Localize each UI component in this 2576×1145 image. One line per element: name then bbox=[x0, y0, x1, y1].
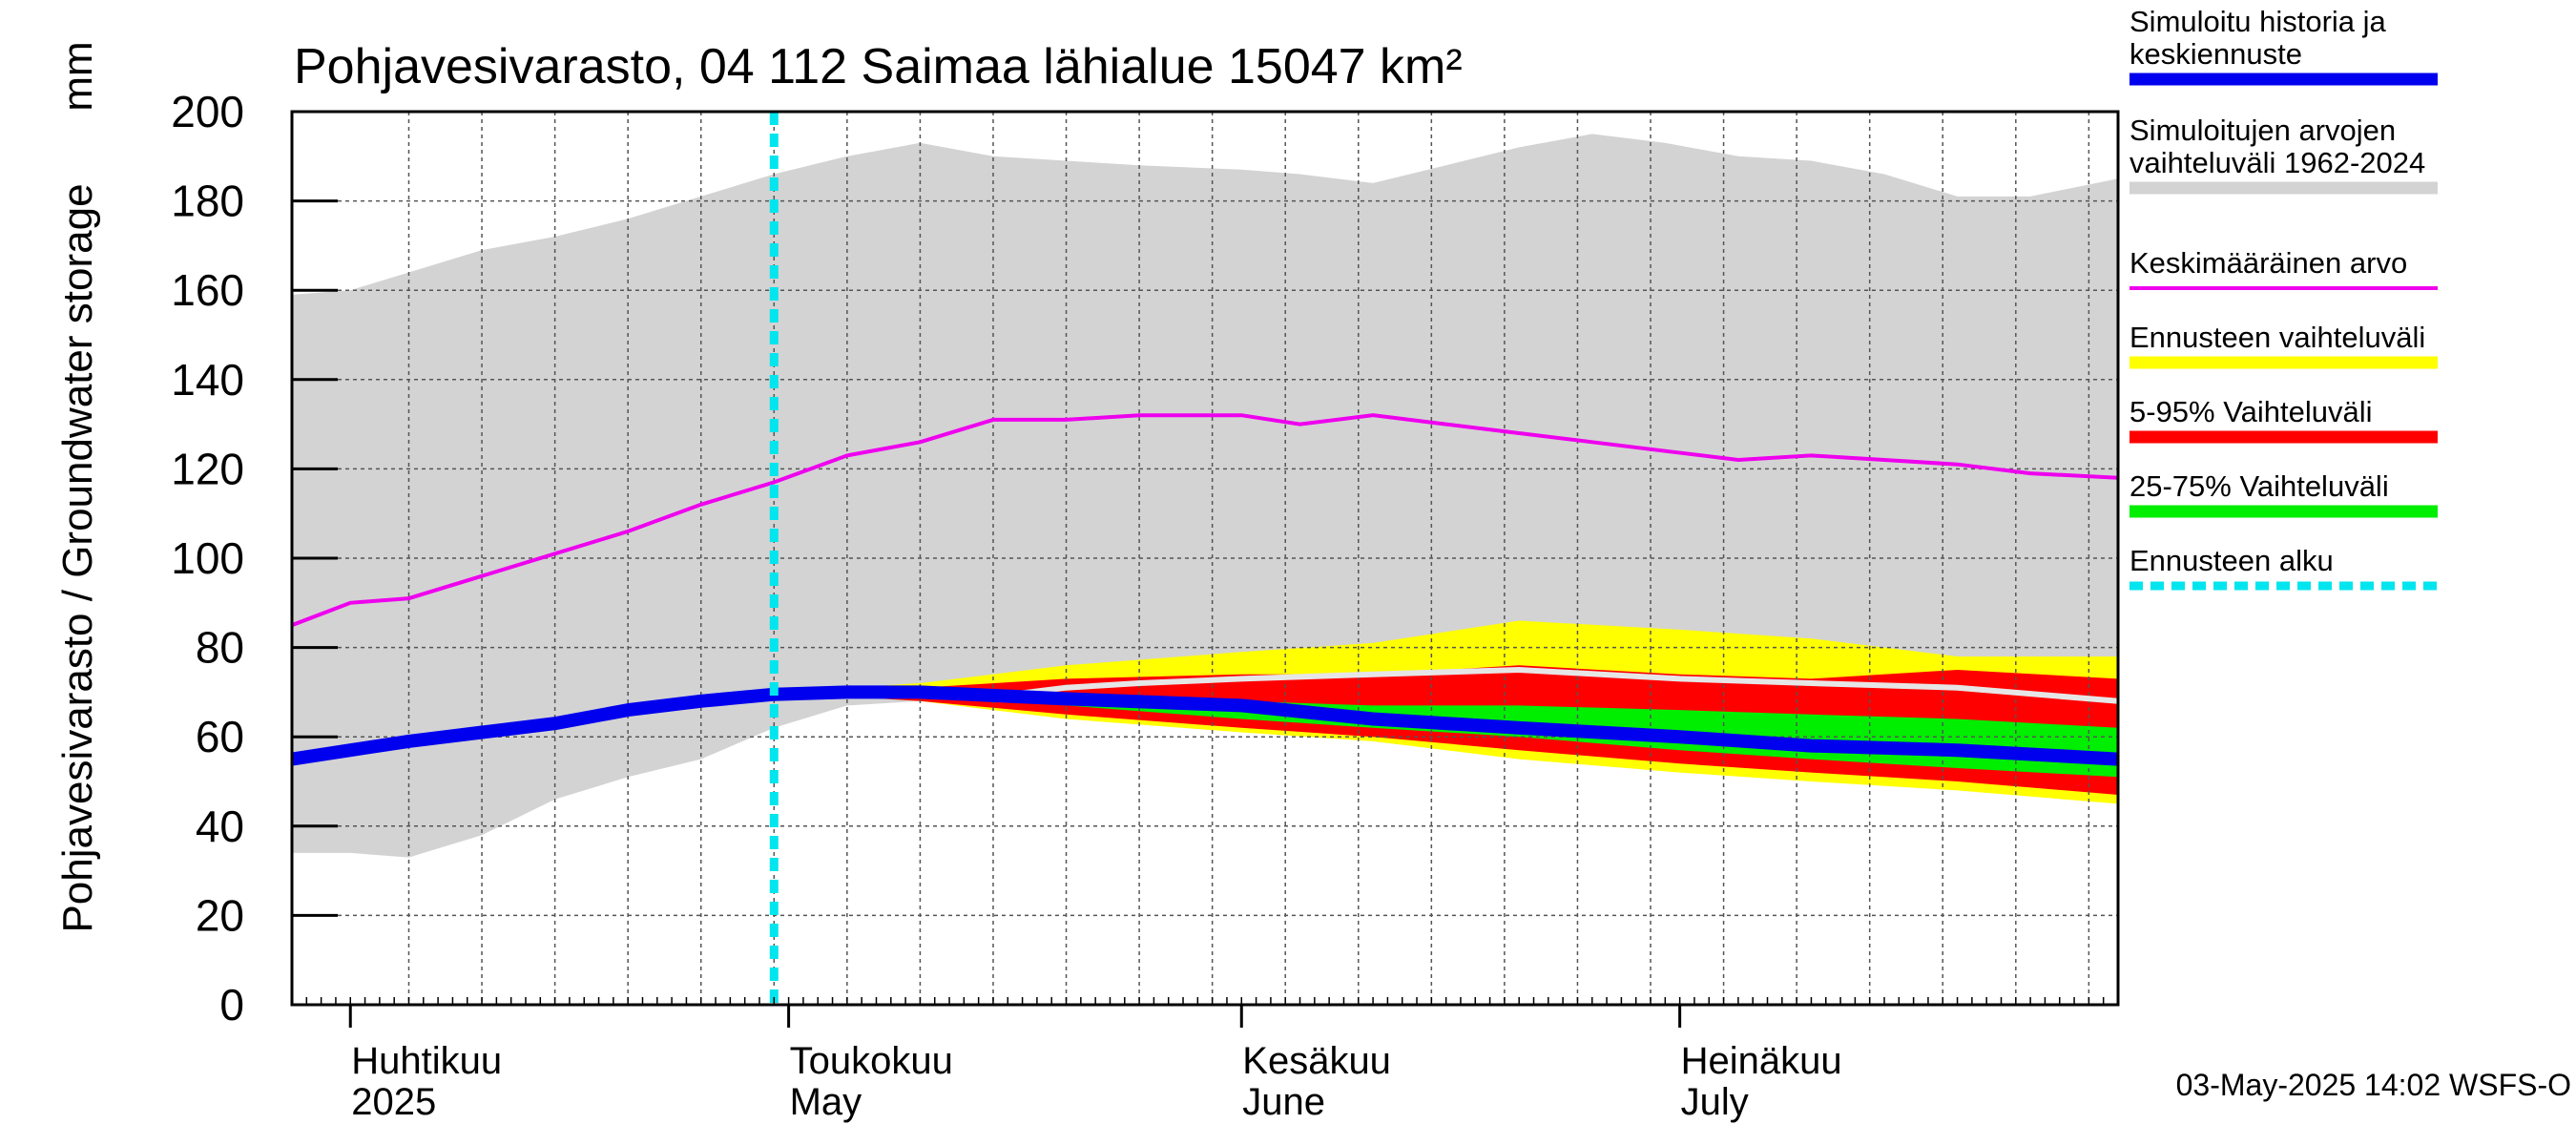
x-month-label-en: June bbox=[1242, 1081, 1325, 1123]
y-axis-label: Pohjavesivarasto / Groundwater storage bbox=[54, 183, 101, 932]
legend-label: Simuloitu historia ja bbox=[2129, 5, 2387, 38]
y-tick-label: 60 bbox=[196, 712, 244, 761]
x-month-label-en: May bbox=[790, 1081, 862, 1123]
mean-line bbox=[292, 413, 2118, 628]
range-center-line bbox=[992, 666, 2118, 704]
y-tick-label: 160 bbox=[171, 265, 244, 315]
y-tick-label: 0 bbox=[219, 980, 244, 1030]
y-tick-label: 20 bbox=[196, 890, 244, 940]
legend-label: Ennusteen alku bbox=[2129, 544, 2334, 577]
chart-title: Pohjavesivarasto, 04 112 Saimaa lähialue… bbox=[294, 39, 1463, 94]
x-month-label: Kesäkuu bbox=[1242, 1040, 1391, 1082]
legend-label: Keskimääräinen arvo bbox=[2129, 246, 2407, 280]
history-median-line bbox=[292, 685, 2118, 766]
legend-label: keskiennuste bbox=[2129, 37, 2302, 71]
footer-timestamp: 03-May-2025 14:02 WSFS-O bbox=[2176, 1068, 2571, 1102]
legend-label: Simuloitujen arvojen bbox=[2129, 114, 2396, 147]
y-tick-label: 140 bbox=[171, 355, 244, 405]
y-tick-label: 100 bbox=[171, 533, 244, 583]
x-month-label: Toukokuu bbox=[790, 1040, 953, 1082]
legend-label: 5-95% Vaihteluväli bbox=[2129, 395, 2372, 428]
x-month-label: Heinäkuu bbox=[1681, 1040, 1842, 1082]
legend-label: vaihteluväli 1962-2024 bbox=[2129, 146, 2425, 179]
legend-label: 25-75% Vaihteluväli bbox=[2129, 469, 2389, 503]
x-month-label-en: July bbox=[1681, 1081, 1749, 1123]
y-tick-label: 200 bbox=[171, 87, 244, 136]
y-axis-unit: mm bbox=[54, 41, 101, 111]
x-month-label: Huhtikuu bbox=[351, 1040, 502, 1082]
p25-75-band bbox=[774, 692, 2118, 778]
simulated-range-band bbox=[292, 134, 2118, 858]
y-tick-label: 40 bbox=[196, 802, 244, 851]
legend-label: Ennusteen vaihteluväli bbox=[2129, 321, 2425, 354]
y-tick-label: 120 bbox=[171, 444, 244, 493]
x-month-label-en: 2025 bbox=[351, 1081, 436, 1123]
y-tick-label: 180 bbox=[171, 177, 244, 226]
y-tick-label: 80 bbox=[196, 623, 244, 673]
